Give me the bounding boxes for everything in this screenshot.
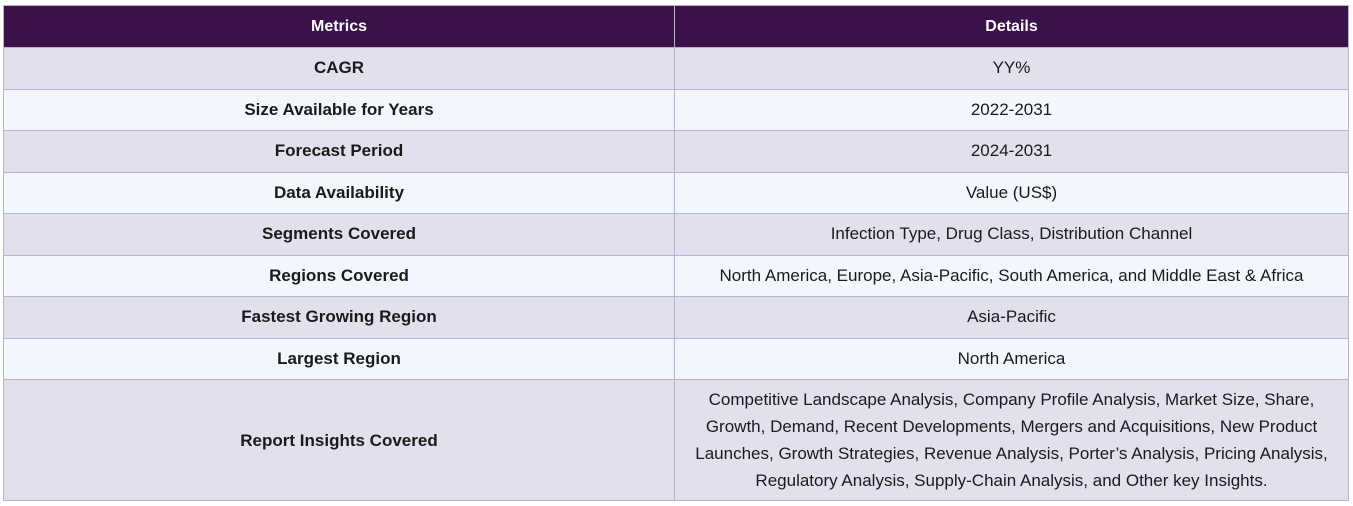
table-row: Fastest Growing Region Asia-Pacific	[3, 296, 1349, 339]
detail-cell: YY%	[674, 47, 1349, 90]
report-metrics-table-container: Metrics Details CAGR YY% Size Available …	[3, 5, 1349, 501]
metric-cell: Data Availability	[3, 171, 675, 214]
table-row: Report Insights Covered Competitive Land…	[3, 379, 1349, 501]
table-header: Metrics Details	[3, 5, 1349, 48]
detail-cell: Value (US$)	[674, 171, 1349, 214]
table-row: Size Available for Years 2022-2031	[3, 88, 1349, 131]
header-details: Details	[674, 5, 1349, 48]
metric-cell: Regions Covered	[3, 254, 675, 297]
table-row: Data Availability Value (US$)	[3, 171, 1349, 214]
detail-cell: North America, Europe, Asia-Pacific, Sou…	[674, 254, 1349, 297]
table-row: Regions Covered North America, Europe, A…	[3, 254, 1349, 297]
detail-cell: Infection Type, Drug Class, Distribution…	[674, 213, 1349, 256]
detail-cell: Asia-Pacific	[674, 296, 1349, 339]
header-metrics: Metrics	[3, 5, 675, 48]
metric-cell: Largest Region	[3, 337, 675, 380]
detail-cell: 2024-2031	[674, 130, 1349, 173]
metric-cell: Segments Covered	[3, 213, 675, 256]
table-row: Forecast Period 2024-2031	[3, 130, 1349, 173]
header-row: Metrics Details	[3, 5, 1349, 48]
metric-cell: Size Available for Years	[3, 88, 675, 131]
detail-cell: North America	[674, 337, 1349, 380]
table-row: CAGR YY%	[3, 47, 1349, 90]
metric-cell: CAGR	[3, 47, 675, 90]
metric-cell: Report Insights Covered	[3, 379, 675, 501]
detail-cell: Competitive Landscape Analysis, Company …	[674, 379, 1349, 501]
metric-cell: Fastest Growing Region	[3, 296, 675, 339]
report-metrics-table: Metrics Details CAGR YY% Size Available …	[3, 5, 1349, 501]
table-body: CAGR YY% Size Available for Years 2022-2…	[3, 47, 1349, 501]
detail-cell: 2022-2031	[674, 88, 1349, 131]
table-row: Largest Region North America	[3, 337, 1349, 380]
metric-cell: Forecast Period	[3, 130, 675, 173]
table-row: Segments Covered Infection Type, Drug Cl…	[3, 213, 1349, 256]
